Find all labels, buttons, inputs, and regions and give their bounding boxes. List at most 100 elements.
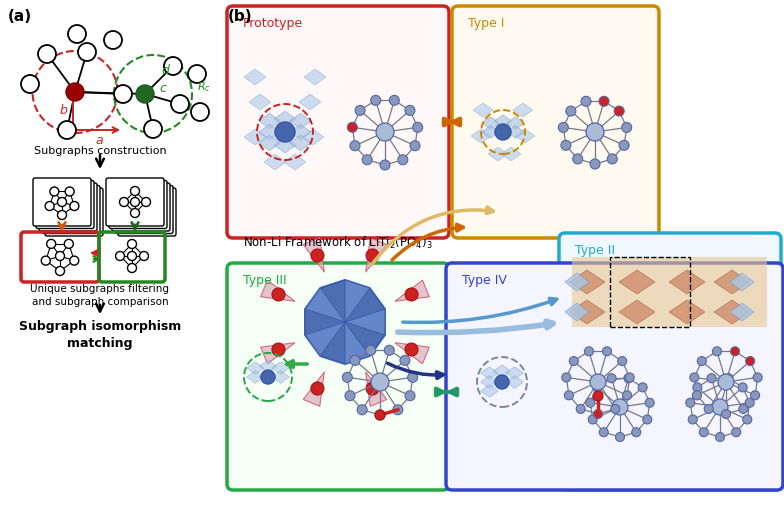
Circle shape	[119, 198, 129, 206]
Circle shape	[78, 43, 96, 61]
Circle shape	[128, 240, 136, 248]
Polygon shape	[304, 69, 326, 85]
Circle shape	[638, 383, 647, 392]
Circle shape	[400, 355, 410, 366]
Circle shape	[191, 103, 209, 121]
Polygon shape	[730, 273, 754, 291]
Circle shape	[397, 155, 408, 165]
Circle shape	[50, 187, 59, 196]
Circle shape	[593, 391, 603, 401]
Circle shape	[347, 122, 358, 132]
Text: Subgraphs construction: Subgraphs construction	[34, 146, 166, 156]
FancyArrowPatch shape	[392, 224, 463, 260]
Circle shape	[56, 267, 64, 275]
Polygon shape	[345, 309, 385, 335]
Polygon shape	[493, 365, 511, 377]
Circle shape	[390, 95, 399, 105]
Circle shape	[410, 141, 420, 151]
Circle shape	[115, 251, 125, 261]
Circle shape	[586, 123, 604, 141]
Polygon shape	[272, 371, 289, 383]
Circle shape	[622, 391, 632, 400]
FancyBboxPatch shape	[36, 181, 94, 228]
Circle shape	[362, 155, 372, 165]
Polygon shape	[289, 113, 311, 129]
Circle shape	[561, 140, 571, 151]
Circle shape	[384, 345, 394, 355]
Circle shape	[686, 398, 695, 407]
Circle shape	[690, 373, 699, 382]
FancyBboxPatch shape	[118, 188, 176, 236]
Polygon shape	[244, 69, 266, 85]
Polygon shape	[494, 115, 512, 127]
FancyArrowPatch shape	[403, 298, 557, 323]
Circle shape	[130, 208, 140, 218]
Polygon shape	[260, 360, 277, 373]
Polygon shape	[345, 322, 370, 364]
Circle shape	[721, 410, 731, 418]
Circle shape	[619, 140, 629, 151]
Polygon shape	[669, 270, 705, 294]
Circle shape	[45, 202, 54, 210]
Polygon shape	[569, 270, 605, 294]
Polygon shape	[365, 372, 387, 407]
Circle shape	[611, 404, 620, 413]
Circle shape	[128, 251, 136, 261]
Circle shape	[311, 382, 324, 395]
Polygon shape	[345, 280, 370, 322]
Circle shape	[581, 96, 591, 106]
Circle shape	[699, 428, 708, 437]
FancyBboxPatch shape	[572, 257, 767, 327]
Circle shape	[564, 391, 573, 400]
Polygon shape	[395, 280, 430, 302]
Circle shape	[371, 373, 389, 391]
Circle shape	[622, 122, 632, 133]
Circle shape	[408, 372, 418, 382]
Circle shape	[593, 410, 602, 418]
Circle shape	[366, 382, 379, 395]
FancyArrowPatch shape	[444, 119, 460, 125]
Polygon shape	[345, 322, 385, 356]
Polygon shape	[284, 154, 306, 170]
Circle shape	[731, 428, 741, 437]
Polygon shape	[565, 303, 589, 321]
Circle shape	[495, 124, 511, 140]
Polygon shape	[247, 371, 264, 383]
Text: c: c	[159, 82, 166, 95]
Circle shape	[576, 404, 585, 413]
Circle shape	[355, 105, 365, 115]
FancyBboxPatch shape	[112, 183, 170, 231]
Polygon shape	[506, 367, 524, 379]
Circle shape	[130, 186, 140, 196]
Polygon shape	[619, 270, 655, 294]
Circle shape	[607, 374, 616, 382]
Circle shape	[495, 375, 509, 389]
Polygon shape	[260, 371, 277, 383]
Circle shape	[643, 415, 652, 424]
Circle shape	[171, 95, 189, 113]
FancyBboxPatch shape	[452, 6, 659, 238]
Text: b: b	[59, 103, 67, 117]
Polygon shape	[730, 303, 754, 321]
Circle shape	[558, 122, 568, 133]
Circle shape	[141, 198, 151, 206]
Polygon shape	[289, 124, 311, 140]
Polygon shape	[493, 376, 511, 388]
Polygon shape	[321, 322, 345, 364]
Text: a: a	[95, 134, 103, 147]
Circle shape	[724, 374, 733, 382]
Circle shape	[261, 370, 275, 384]
Circle shape	[693, 383, 702, 392]
Circle shape	[608, 154, 617, 164]
FancyArrowPatch shape	[436, 389, 457, 395]
Circle shape	[586, 398, 595, 407]
Polygon shape	[473, 103, 493, 117]
Circle shape	[624, 374, 633, 382]
Circle shape	[615, 433, 625, 441]
Polygon shape	[714, 270, 750, 294]
Circle shape	[713, 347, 721, 356]
Circle shape	[365, 345, 376, 355]
Polygon shape	[481, 367, 498, 379]
Text: Type IV: Type IV	[462, 274, 507, 287]
Polygon shape	[260, 343, 295, 364]
